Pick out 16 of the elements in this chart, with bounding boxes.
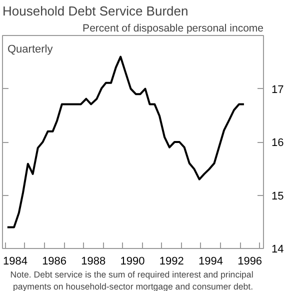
chart-title: Household Debt Service Burden [2, 4, 188, 18]
x-tick-label: 1996 [238, 256, 262, 268]
x-tick-label: 1990 [120, 256, 145, 268]
y-tick-label: 15 [272, 190, 284, 202]
text: Note. Debt service is the sum of required interest and principal payments on household-sector mortgage and consumer debt. [10, 270, 254, 291]
x-tick-label: 1984 [2, 256, 28, 268]
y-tick-label: 17 [272, 84, 284, 96]
y-tick-label: 16 [272, 137, 284, 149]
y-axis-title: Percent of disposable personal income [82, 22, 264, 34]
y-tick-label: 14 [272, 244, 284, 256]
x-tick-label: 1986 [42, 256, 67, 268]
line-series [6, 56, 245, 228]
x-tick-label: 1994 [198, 256, 223, 268]
x-tick-label: 1988 [81, 256, 106, 268]
annotation: Quarterly [8, 44, 54, 56]
x-tick-label: 1992 [159, 256, 184, 268]
